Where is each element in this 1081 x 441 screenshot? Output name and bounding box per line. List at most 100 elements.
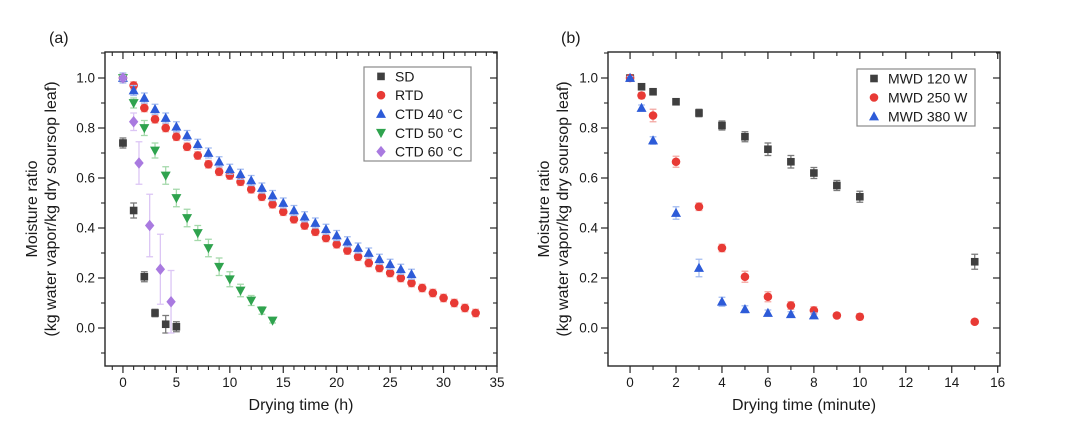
data-point-marker	[762, 307, 773, 317]
data-point-marker	[182, 142, 192, 152]
data-point-marker	[267, 316, 278, 326]
data-point-marker	[288, 205, 299, 215]
data-point-marker	[808, 310, 819, 320]
data-point-marker	[740, 272, 750, 282]
data-point-marker	[203, 244, 214, 254]
data-point-marker	[637, 91, 646, 100]
data-point-marker	[171, 121, 182, 131]
data-point-marker	[140, 272, 149, 281]
data-point-marker	[331, 230, 342, 240]
data-point-marker	[300, 221, 309, 230]
legend-label-mwd-120-w: MWD 120 W	[888, 71, 968, 87]
x-axis-label: Drying time (h)	[249, 397, 354, 414]
data-point-marker	[739, 303, 750, 314]
panel-label: (b)	[561, 30, 581, 47]
plot-frame	[607, 51, 1001, 367]
data-point-marker	[342, 236, 353, 246]
data-point-marker	[246, 175, 257, 185]
data-point-marker	[353, 252, 363, 262]
data-point-marker	[970, 317, 980, 327]
y-tick-label: 0.0	[579, 321, 598, 336]
data-point-marker	[364, 258, 374, 268]
legend-marker-rtd	[376, 90, 386, 100]
data-point-marker	[118, 72, 128, 84]
data-point-marker	[385, 268, 395, 278]
series-mwd-250-w	[625, 73, 980, 327]
y-tick-label: 0.4	[579, 221, 598, 236]
data-point-marker	[129, 206, 138, 215]
series-ctd-60-c	[118, 72, 176, 334]
data-point-marker	[128, 99, 139, 109]
data-point-marker	[385, 258, 396, 269]
series-mwd-120-w	[625, 74, 979, 270]
x-tick-label: 8	[810, 375, 818, 390]
data-point-marker	[192, 138, 203, 149]
x-tick-label: 6	[764, 375, 772, 390]
data-point-marker	[694, 202, 704, 212]
y-tick-label: 1.0	[579, 71, 598, 86]
legend-label-rtd: RTD	[395, 87, 424, 103]
data-point-marker	[787, 157, 795, 166]
y-tick-label: 1.0	[76, 71, 95, 86]
data-point-marker	[171, 194, 182, 204]
y-tick-label: 0.0	[76, 321, 95, 336]
data-point-marker	[257, 192, 267, 202]
legend-label-sd: SD	[395, 68, 414, 84]
data-point-marker	[256, 306, 267, 316]
legend-marker-mwd-380-w	[869, 111, 879, 121]
x-tick-label: 0	[119, 375, 127, 390]
x-tick-label: 4	[718, 375, 726, 390]
data-point-marker	[671, 157, 681, 167]
data-point-marker	[786, 301, 796, 310]
data-point-marker	[268, 199, 277, 209]
x-tick-label: 16	[990, 375, 1005, 390]
data-point-marker	[353, 242, 364, 252]
data-point-marker	[256, 182, 267, 192]
y-axis-label-line2: (kg water vapor/kg dry soursop leaf)	[555, 81, 572, 336]
x-tick-label: 10	[222, 375, 237, 390]
y-tick-label: 0.8	[76, 121, 95, 136]
data-point-marker	[161, 320, 170, 329]
data-point-marker	[214, 156, 225, 166]
legend-marker-sd	[377, 72, 385, 81]
data-point-marker	[134, 157, 144, 169]
chart-panel-b: 0 2 4 6 8 10 12 14 16 0.0 0.2 0.4 0.6 0.8 1.0 Drying ti…	[536, 30, 1005, 414]
series-rtd	[118, 73, 480, 318]
data-point-marker	[693, 262, 704, 272]
data-point-marker	[139, 92, 150, 102]
data-point-marker	[150, 114, 160, 124]
data-point-marker	[160, 112, 171, 122]
data-point-marker	[417, 283, 427, 293]
data-point-marker	[810, 169, 818, 177]
x-tick-label: 2	[672, 375, 680, 390]
x-tick-label: 25	[383, 375, 398, 390]
data-point-marker	[449, 298, 459, 308]
data-point-marker	[311, 227, 320, 237]
data-point-marker	[278, 207, 288, 217]
data-point-marker	[671, 207, 682, 217]
data-point-marker	[332, 239, 341, 249]
data-point-marker	[150, 103, 161, 114]
legend-label-ctd-40-c: CTD 40 °C	[395, 106, 463, 122]
data-point-marker	[716, 296, 727, 306]
data-point-marker	[235, 168, 246, 179]
data-point-marker	[374, 253, 385, 264]
data-point-marker	[224, 275, 235, 285]
x-axis-label: Drying time (minute)	[732, 397, 876, 414]
data-point-marker	[310, 217, 321, 227]
y-axis-label-line1: Moisture ratio	[536, 160, 553, 257]
x-tick-label: 30	[436, 375, 451, 390]
data-point-marker	[155, 263, 166, 275]
data-point-marker	[649, 87, 657, 96]
legend-label-mwd-380-w: MWD 380 W	[888, 109, 968, 125]
chart-panel-a: 0 5 10 15 20 25 30 35 0.0 0.2 0.4 0.6 0.8 1.0 Drying t…	[24, 30, 505, 414]
data-point-marker	[832, 311, 842, 320]
data-point-marker	[407, 278, 416, 288]
data-point-marker	[395, 263, 406, 274]
legend-marker-mwd-120-w	[870, 74, 878, 83]
data-point-marker	[856, 192, 864, 201]
y-tick-label: 0.6	[579, 171, 598, 186]
data-point-marker	[343, 246, 352, 255]
data-point-marker	[428, 288, 438, 298]
